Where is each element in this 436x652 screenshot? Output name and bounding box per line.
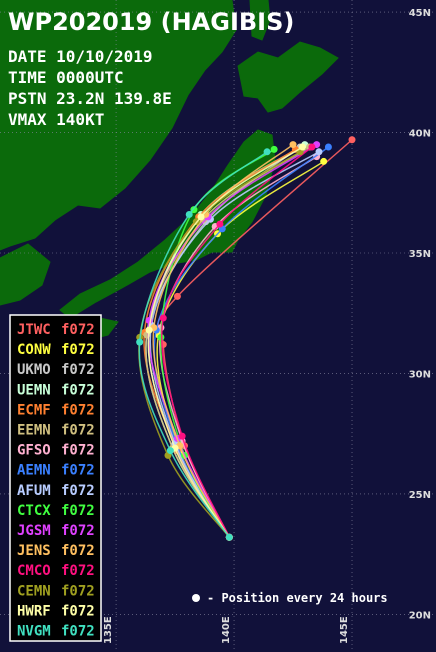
track-point — [178, 432, 186, 440]
legend-label: f072 — [61, 503, 95, 519]
legend-label: f072 — [61, 322, 95, 338]
legend-name: UEMN — [17, 382, 51, 398]
track-point — [348, 136, 356, 144]
track-point — [145, 326, 153, 334]
legend-label: f072 — [61, 603, 95, 619]
track-point — [289, 141, 297, 149]
title: WP202019 (HAGIBIS) — [8, 8, 294, 36]
legend-label: f072 — [61, 563, 95, 579]
track-point — [315, 148, 323, 156]
korea — [0, 243, 51, 306]
legend-box — [9, 314, 102, 642]
track-point — [136, 338, 144, 346]
y-tick-label: 45N — [409, 8, 431, 19]
track-point — [173, 292, 181, 300]
y-tick-label: 40N — [409, 129, 431, 140]
track-point — [308, 143, 316, 151]
track-point — [157, 333, 165, 341]
legend-name: CTCX — [17, 503, 51, 519]
track-point — [324, 143, 332, 151]
track-point — [298, 143, 306, 151]
hokkaido — [237, 41, 339, 113]
info-line: PSTN 23.2N 139.8E — [8, 89, 172, 108]
legend-label: f072 — [61, 382, 95, 398]
note: - Position every 24 hours — [207, 591, 388, 605]
track-point — [197, 213, 205, 221]
x-tick-label: 140E — [221, 616, 232, 644]
legend-label: f072 — [61, 523, 95, 539]
track-point — [270, 145, 278, 153]
y-tick-label: 25N — [409, 490, 431, 501]
legend-name: JENS — [17, 543, 51, 559]
track-point — [216, 220, 224, 228]
y-tick-label: 20N — [409, 610, 431, 621]
info-line: DATE 10/10/2019 — [8, 47, 153, 66]
legend-name: UKMO — [17, 362, 51, 378]
track-point — [225, 533, 233, 541]
track-point — [320, 157, 328, 165]
sakhalin — [249, 0, 271, 41]
legend-name: GFSO — [17, 443, 51, 459]
legend-name: NVGM — [17, 624, 51, 640]
legend-name: JTWC — [17, 322, 51, 338]
legend-name: AEMN — [17, 463, 51, 479]
legend-label: f072 — [61, 543, 95, 559]
info-line: VMAX 140KT — [8, 110, 104, 129]
legend-name: CMCO — [17, 563, 51, 579]
y-tick-label: 35N — [409, 249, 431, 260]
y-tick-label: 30N — [409, 369, 431, 380]
track-point — [263, 148, 271, 156]
track-point — [159, 314, 167, 322]
legend-label: f072 — [61, 362, 95, 378]
mainland — [0, 0, 237, 251]
legend-name: ECMF — [17, 402, 51, 418]
track-point — [185, 210, 193, 218]
land — [0, 0, 339, 341]
info-line: TIME 0000UTC — [8, 68, 124, 87]
legend-label: f072 — [61, 583, 95, 599]
legend-name: JGSM — [17, 523, 51, 539]
legend-name: EEMN — [17, 423, 51, 439]
legend-label: f072 — [61, 624, 95, 640]
legend-label: f072 — [61, 443, 95, 459]
x-tick-label: 145E — [339, 616, 350, 644]
x-tick-label: 135E — [103, 616, 114, 644]
note-dot — [192, 594, 200, 602]
legend-label: f072 — [61, 342, 95, 358]
legend-name: CEMN — [17, 583, 51, 599]
track-point — [166, 447, 174, 455]
legend-label: f072 — [61, 402, 95, 418]
legend-name: CONW — [17, 342, 51, 358]
legend-name: HWRF — [17, 603, 51, 619]
legend-label: f072 — [61, 483, 95, 499]
legend-label: f072 — [61, 423, 95, 439]
legend-name: AFUM — [17, 483, 51, 499]
legend-label: f072 — [61, 463, 95, 479]
